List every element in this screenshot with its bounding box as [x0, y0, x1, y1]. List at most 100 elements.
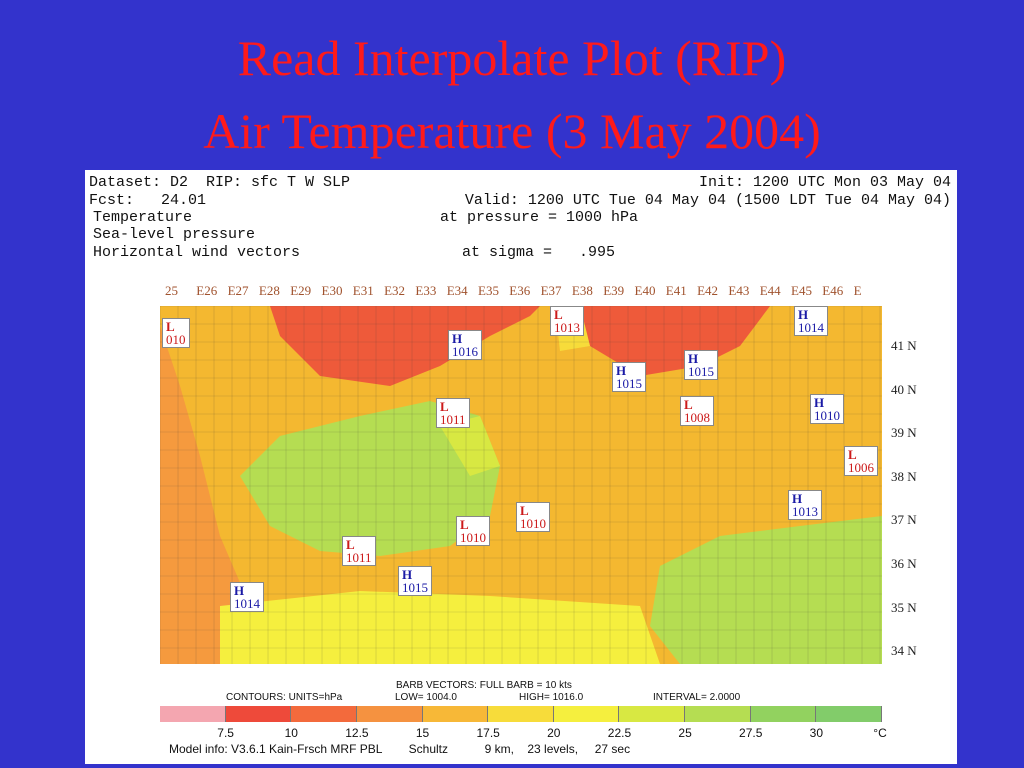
longitude-label: E44: [759, 283, 781, 298]
longitude-label: E27: [227, 283, 249, 298]
contours-note: CONTOURS: UNITS=hPa: [226, 692, 343, 703]
high-pressure-center: H 1014: [230, 582, 264, 612]
longitude-label: E41: [665, 283, 687, 298]
colorbar-segment: [488, 706, 554, 722]
pressure-center-letter: H: [452, 331, 463, 346]
colorbar-label: 25: [678, 726, 692, 740]
pressure-center-value: 1015: [402, 580, 428, 595]
field-hot-north-west: [270, 306, 540, 386]
field-warm-west: [160, 326, 250, 664]
pressure-center-letter: L: [460, 517, 469, 532]
pressure-center-letter: H: [234, 583, 245, 598]
colorbar-label: 27.5: [739, 726, 763, 740]
pressure-center-letter: L: [554, 307, 563, 322]
field-mild-anatolia: [240, 401, 500, 556]
longitude-label: E36: [509, 283, 531, 298]
pressure-center-letter: L: [346, 537, 355, 552]
latitude-label: 39 N: [891, 425, 917, 441]
longitude-label: E45: [791, 283, 812, 298]
dataset-label: Dataset: D2 RIP: sfc T W SLP: [89, 174, 351, 191]
pressure-center-letter: L: [166, 319, 175, 334]
low-pressure-center: L 1010: [456, 516, 490, 546]
high-pressure-center: H 1015: [684, 350, 718, 380]
colorbar-segment: [291, 706, 357, 722]
colorbar-label: 22.5: [607, 726, 632, 740]
colorbar-label: 10: [284, 726, 298, 740]
init-label: Init: 1200 UTC Mon 03 May 04: [698, 174, 951, 191]
longitude-label: 25: [165, 283, 178, 298]
field-transition-zone: [440, 416, 500, 476]
rip-map-panel: Dataset: D2 RIP: sfc T W SLP Init: 1200 …: [85, 170, 957, 764]
latitude-label: 35 N: [891, 599, 917, 615]
colorbar-label: 7.5: [217, 726, 234, 740]
temperature-colorbar: [160, 706, 883, 722]
pressure-center-value: 1011: [440, 412, 466, 427]
longitude-label: E: [853, 283, 862, 298]
field-slp: Sea-level pressure: [93, 226, 256, 243]
field-hot-north-east: [580, 306, 770, 376]
colorbar-segment: [816, 706, 883, 722]
colorbar-segment: [553, 706, 620, 722]
colorbar-label: 17.5: [476, 726, 500, 740]
pressure-center-value: 1006: [848, 460, 874, 475]
low-pressure-center: L 1013: [550, 306, 584, 336]
pressure-center-letter: H: [792, 491, 803, 506]
pressure-center-letter: H: [688, 351, 699, 366]
low-pressure-center: L 1006: [844, 446, 878, 476]
pressure-center-value: 1010: [814, 408, 840, 423]
field-wind: Horizontal wind vectors: [93, 244, 301, 261]
longitude-label: E43: [728, 283, 750, 298]
latitude-label: 40 N: [891, 381, 917, 397]
slide-title-line-2: Air Temperature (3 May 2004): [203, 103, 821, 159]
pressure-center-value: 1011: [346, 550, 372, 565]
pressure-center-value: 1010: [460, 530, 486, 545]
longitude-label: E34: [446, 283, 468, 298]
field-sea-south: [220, 591, 660, 664]
low-pressure-center: L 1011: [342, 536, 376, 566]
field-temperature-level: at pressure = 1000 hPa: [440, 209, 639, 226]
colorbar-label: °C: [873, 726, 887, 740]
model-info: Model info: V3.6.1 Kain-Frsch MRF PBL Sc…: [169, 742, 631, 756]
latitude-label: 38 N: [891, 468, 917, 484]
colorbar-label: 30: [809, 726, 824, 740]
pressure-center-value: 1010: [520, 516, 546, 531]
colorbar-label: 15: [415, 726, 430, 740]
pressure-center-letter: L: [684, 397, 693, 412]
longitude-label: E42: [697, 283, 719, 298]
high-pressure-center: H 1015: [398, 566, 432, 596]
colorbar-segment: [160, 706, 226, 722]
pressure-center-value: 1015: [688, 364, 714, 379]
pressure-center-value: 1008: [684, 410, 710, 425]
pressure-center-letter: H: [798, 307, 809, 322]
low-pressure-center: L 010: [162, 318, 190, 348]
high-pressure-center: H 1014: [794, 306, 828, 336]
pressure-center-value: 1014: [798, 320, 824, 335]
pressure-center-value: 1013: [554, 320, 580, 335]
longitude-label: E46: [822, 283, 844, 298]
field-mild-south-east: [650, 516, 882, 664]
colorbar-segment: [619, 706, 686, 722]
colorbar-label: 20: [547, 726, 561, 740]
valid-label: Valid: 1200 UTC Tue 04 May 04 (1500 LDT …: [464, 192, 951, 209]
colorbar-segment: [750, 706, 817, 722]
pressure-center-value: 1016: [452, 344, 478, 359]
longitude-label: E29: [290, 283, 312, 298]
high-pressure-center: H 1013: [788, 490, 822, 520]
longitude-label: E40: [634, 283, 656, 298]
latitude-label: 41 N: [891, 338, 917, 353]
colorbar-segment: [225, 706, 292, 722]
slide-title-line-1: Read Interpolate Plot (RIP): [237, 30, 787, 86]
colorbar-label: 12.5: [345, 726, 369, 740]
contour-low: LOW= 1004.0: [395, 692, 457, 703]
pressure-center-letter: H: [616, 363, 627, 378]
pressure-center-letter: H: [402, 567, 413, 582]
colorbar-segment: [356, 706, 423, 722]
longitude-label: E31: [352, 283, 374, 298]
longitude-label: E30: [321, 283, 343, 298]
field-temperature: Temperature: [93, 209, 193, 226]
high-pressure-center: H 1016: [448, 330, 482, 360]
pressure-center-value: 010: [166, 332, 186, 347]
high-pressure-center: H 1015: [612, 362, 646, 392]
low-pressure-center: L 1008: [680, 396, 714, 426]
map-grid: [159, 305, 882, 664]
